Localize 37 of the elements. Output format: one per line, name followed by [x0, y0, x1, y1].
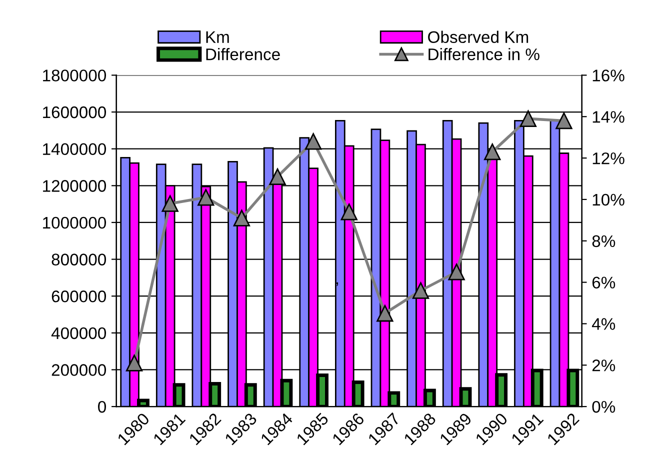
y2-tick-label: 8%: [592, 235, 616, 248]
point: [412, 282, 430, 299]
y-tick-label: 1200000: [43, 180, 106, 192]
y2-tick-label: 0%: [592, 400, 616, 413]
annotation: ,: [336, 282, 338, 286]
y2-tick-label: 10%: [592, 194, 624, 206]
y-tick-label: 1600000: [43, 106, 106, 118]
y-tick-label: 600000: [52, 290, 106, 302]
point: [269, 168, 286, 186]
y-tick-label: 1000000: [43, 216, 106, 229]
legend-label: Observed Km: [428, 30, 528, 44]
point: [556, 112, 572, 130]
y-tick-label: 200000: [52, 364, 106, 376]
y-tick-label: 800000: [52, 254, 106, 266]
point: [448, 264, 465, 280]
y2-tick-label: 14%: [592, 111, 624, 123]
point: [376, 305, 394, 322]
y-tick-label: 0: [98, 400, 106, 413]
point: [484, 143, 501, 160]
point: [304, 133, 322, 150]
point: [340, 204, 358, 220]
point: [126, 354, 143, 372]
y2-tick-label: 4%: [592, 318, 616, 330]
y-tick-label: 400000: [51, 327, 106, 340]
legend-label: Km: [206, 31, 229, 43]
legend-label: Difference: [206, 48, 280, 60]
point: [198, 189, 214, 206]
y2-tick-label: 12%: [592, 152, 624, 164]
y2-tick-label: 2%: [592, 360, 616, 372]
y-tick-label: 1400000: [43, 143, 106, 156]
point: [233, 210, 250, 226]
point: [520, 110, 536, 128]
y2-tick-label: 6%: [592, 276, 616, 288]
y2-tick-label: 16%: [592, 70, 624, 82]
point: [162, 195, 178, 212]
legend-label: Difference in %: [428, 48, 540, 60]
y-tick-label: 1800000: [43, 70, 106, 82]
